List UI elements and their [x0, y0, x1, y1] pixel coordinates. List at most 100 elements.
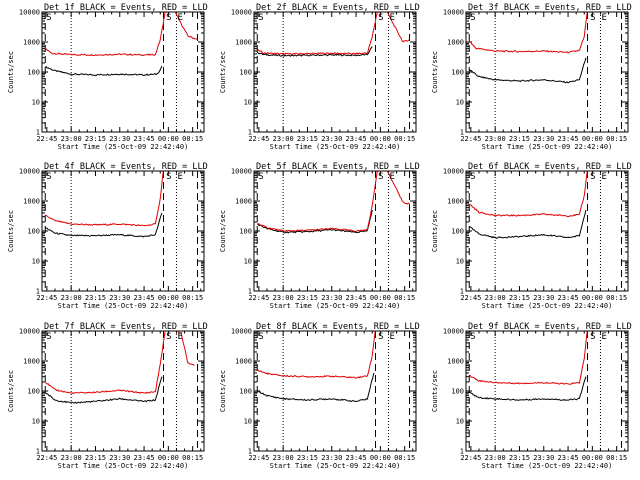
x-tick-label: 00:00 [158, 294, 179, 302]
start-marker-label: S [470, 172, 475, 182]
y-tick-label: 100 [451, 69, 464, 77]
panel-title: Det 9f BLACK = Events, RED = LLD [468, 322, 632, 332]
x-axis-label: Start Time (25-Oct-09 22:42:40) [270, 302, 401, 310]
series-layer [45, 171, 164, 238]
x-tick-label: 00:15 [606, 135, 627, 143]
x-tick-label: 00:00 [370, 294, 391, 302]
y-tick-label: 1 [36, 448, 40, 456]
y-axis-label: Counts/sec [219, 210, 227, 252]
x-tick-label: 23:45 [346, 294, 367, 302]
lld-series-line [45, 171, 164, 227]
lld-series-line [44, 12, 198, 57]
y-tick-label: 1 [248, 129, 252, 137]
panel-title: Det 6f BLACK = Events, RED = LLD [468, 162, 632, 172]
y-axis-label: Counts/sec [431, 51, 439, 93]
x-tick-label: 23:15 [509, 294, 530, 302]
y-axis-label: Counts/sec [7, 51, 15, 93]
chart-panel-6: Det 6f BLACK = Events, RED = LLD 1 10 100 10… [431, 162, 632, 310]
x-tick-label: 22:45 [248, 294, 269, 302]
events-series-line [469, 209, 587, 239]
x-tick-label: 00:00 [370, 454, 391, 462]
end-marker-label: E [177, 172, 182, 182]
y-tick-label: 1 [248, 448, 252, 456]
y-tick-label: 1 [36, 288, 40, 296]
x-tick-label: 22:45 [248, 454, 269, 462]
start-marker-label: S [46, 172, 51, 182]
x-tick-label: 23:15 [85, 454, 106, 462]
y-tick-label: 10 [244, 418, 252, 426]
y-tick-label: 100 [27, 388, 40, 396]
x-axis-label: Start Time (25-Oct-09 22:42:40) [58, 143, 189, 151]
x-tick-label: 23:30 [321, 294, 342, 302]
x-tick-label: 23:15 [297, 294, 318, 302]
x-tick-label: 00:00 [370, 135, 391, 143]
x-tick-label: 23:45 [346, 454, 367, 462]
start-marker-label: S [166, 172, 171, 182]
y-tick-label: 10000 [443, 9, 464, 17]
start-marker-label: S [470, 332, 475, 342]
x-tick-label: 23:15 [509, 454, 530, 462]
x-axis-label: Start Time (25-Oct-09 22:42:40) [58, 462, 189, 470]
end-marker-label: E [601, 332, 606, 342]
series-layer [44, 12, 198, 77]
y-tick-label: 10000 [19, 328, 40, 336]
chart-panel-9: Det 9f BLACK = Events, RED = LLD 1 10 100 10… [431, 322, 632, 470]
chart-panel-4: Det 4f BLACK = Events, RED = LLD 1 10 100 10… [7, 162, 208, 310]
series-layer [44, 331, 195, 404]
x-tick-label: 22:45 [36, 294, 57, 302]
x-tick-label: 23:15 [297, 454, 318, 462]
events-series-line [45, 212, 163, 238]
lld-series-line [468, 171, 588, 218]
y-tick-label: 10 [244, 99, 252, 107]
chart-panel-2: Det 2f BLACK = Events, RED = LLD 1 10 100 10… [219, 3, 420, 151]
y-tick-label: 1000 [447, 358, 464, 366]
y-tick-label: 1000 [447, 39, 464, 47]
events-series-line [468, 57, 587, 84]
x-tick-label: 23:30 [321, 454, 342, 462]
x-tick-label: 23:30 [109, 294, 130, 302]
panel-title: Det 5f BLACK = Events, RED = LLD [256, 162, 420, 172]
x-tick-label: 23:15 [85, 294, 106, 302]
start-marker-label: S [378, 13, 383, 23]
x-tick-label: 22:45 [460, 135, 481, 143]
x-tick-label: 23:30 [109, 454, 130, 462]
y-tick-label: 10 [32, 99, 40, 107]
x-tick-label: 23:30 [533, 454, 554, 462]
x-tick-label: 23:30 [533, 135, 554, 143]
axis-frame [41, 11, 205, 133]
y-tick-label: 10000 [231, 9, 252, 17]
y-tick-label: 1000 [23, 39, 40, 47]
y-tick-label: 10 [244, 258, 252, 266]
x-tick-label: 23:45 [558, 294, 579, 302]
x-tick-label: 00:15 [394, 135, 415, 143]
x-tick-label: 23:00 [61, 135, 82, 143]
panel-title: Det 8f BLACK = Events, RED = LLD [256, 322, 420, 332]
y-tick-label: 1 [460, 129, 464, 137]
lld-series-line [468, 12, 588, 54]
y-axis-label: Counts/sec [7, 210, 15, 252]
events-series-line [44, 376, 163, 404]
series-layer [468, 171, 588, 239]
series-layer [468, 12, 588, 84]
y-tick-label: 1000 [235, 198, 252, 206]
y-axis-label: Counts/sec [7, 370, 15, 412]
y-tick-label: 10000 [19, 168, 40, 176]
x-tick-label: 00:15 [182, 294, 203, 302]
start-marker-label: S [378, 172, 383, 182]
lld-series-line [45, 331, 195, 395]
x-tick-label: 00:00 [582, 135, 603, 143]
start-marker-label: S [590, 332, 595, 342]
events-series-line [257, 209, 373, 234]
y-axis-label: Counts/sec [431, 210, 439, 252]
y-tick-label: 1000 [23, 358, 40, 366]
end-marker-label: E [389, 332, 394, 342]
end-marker-label: E [177, 332, 182, 342]
y-tick-label: 1 [460, 288, 464, 296]
y-tick-label: 1000 [447, 198, 464, 206]
start-marker-label: S [46, 13, 51, 23]
y-tick-label: 10000 [19, 9, 40, 17]
x-tick-label: 22:45 [36, 135, 57, 143]
chart-panel-1: Det 1f BLACK = Events, RED = LLD 1 10 100 10… [7, 3, 208, 151]
lld-series-line [257, 331, 376, 379]
